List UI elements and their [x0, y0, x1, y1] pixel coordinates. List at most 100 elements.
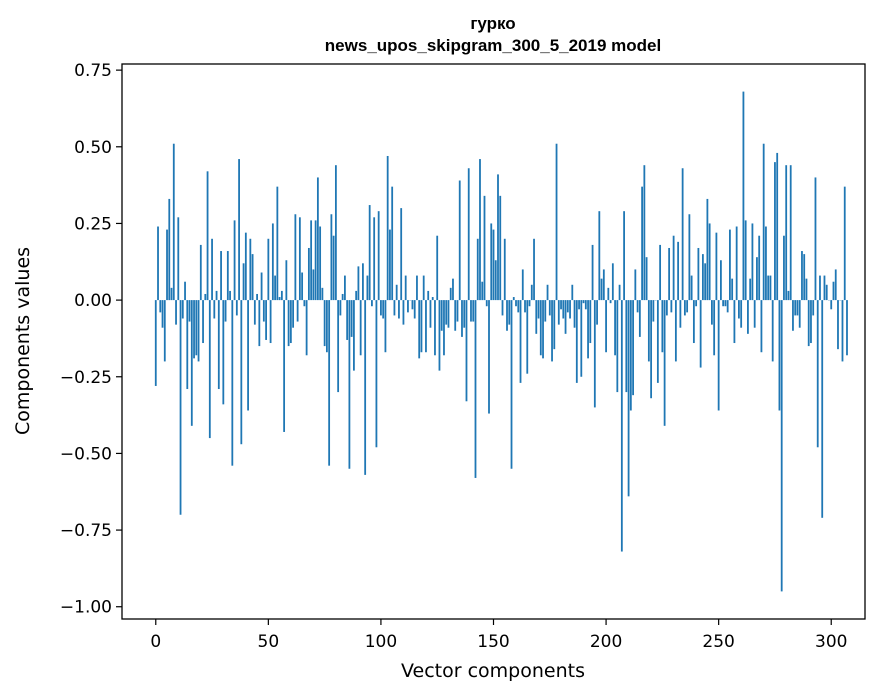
bar [663, 300, 666, 426]
bar [222, 300, 225, 405]
bar [517, 300, 520, 313]
bar [508, 300, 511, 325]
bar [735, 226, 738, 301]
bar [796, 300, 799, 316]
bar [233, 220, 236, 301]
bar [294, 214, 297, 301]
bar [837, 300, 839, 350]
bar [260, 272, 263, 301]
bar [499, 195, 502, 301]
bar [665, 300, 668, 316]
bar [756, 257, 758, 301]
bar [364, 300, 367, 475]
bar [706, 198, 709, 301]
bar [353, 300, 355, 371]
bar [332, 235, 335, 301]
bar [722, 300, 725, 307]
bar [616, 300, 619, 393]
bar [834, 269, 837, 301]
bar [377, 211, 380, 301]
bar [337, 300, 340, 393]
bar [316, 177, 319, 301]
bar [398, 300, 400, 319]
bar [463, 300, 466, 328]
bar [681, 168, 684, 301]
bar [778, 300, 781, 411]
bar [285, 260, 288, 301]
bar [638, 300, 641, 337]
bar [204, 293, 207, 301]
bar [253, 300, 256, 325]
bar [323, 300, 326, 347]
y-axis-ticks: 0.75 0.50 0.25 0.00 −0.25 −0.50 −0.75 −1.00 [60, 61, 122, 618]
bar [699, 300, 702, 368]
bar [312, 269, 315, 301]
bar [542, 300, 544, 359]
bar [168, 198, 171, 301]
y-axis-label: Components values [12, 247, 34, 435]
bar [760, 300, 763, 353]
bar [753, 300, 756, 328]
bar [744, 220, 747, 301]
bar [298, 217, 301, 301]
bar [440, 300, 443, 331]
bar [751, 223, 754, 301]
bar [562, 300, 565, 319]
bar [589, 300, 592, 344]
bar [251, 254, 254, 301]
bar [258, 300, 261, 347]
bar [575, 300, 578, 383]
bar [179, 300, 182, 515]
bar [758, 235, 761, 301]
bar [747, 300, 749, 334]
bar [325, 300, 328, 353]
bar [726, 300, 729, 313]
bar [625, 300, 628, 393]
bar [776, 152, 779, 301]
bar [348, 300, 351, 469]
bar [226, 251, 229, 301]
y-tick-label: 0.75 [74, 61, 112, 81]
bar [206, 171, 209, 301]
bar [188, 300, 191, 322]
bar [535, 300, 538, 334]
bar [429, 300, 432, 328]
bar [695, 300, 698, 307]
bar [341, 293, 344, 301]
bar [339, 300, 342, 316]
bar [560, 300, 562, 310]
bar [265, 300, 267, 340]
bar [425, 300, 427, 353]
bar [548, 300, 551, 316]
bar [384, 300, 387, 353]
bar [596, 300, 598, 325]
bar [181, 300, 184, 319]
bar [458, 180, 461, 301]
bar [807, 300, 810, 347]
bar [400, 208, 403, 301]
bar [154, 300, 157, 386]
bar [787, 290, 790, 301]
bar [618, 284, 621, 301]
bar [530, 284, 533, 301]
bar [798, 300, 801, 328]
bar [278, 297, 281, 301]
bar [193, 300, 195, 359]
bar [506, 300, 508, 331]
x-axis-ticks: 0 50 100 150 200 250 300 [150, 619, 847, 652]
bar [841, 300, 844, 362]
bar [483, 195, 486, 301]
bar [420, 300, 423, 353]
bar [368, 205, 371, 301]
x-tick-label: 150 [477, 632, 509, 652]
bar [769, 275, 772, 301]
bar [501, 300, 504, 316]
bar [287, 300, 290, 347]
bar [235, 300, 238, 316]
bar [321, 287, 324, 301]
bar [578, 300, 580, 310]
bar [445, 300, 448, 325]
bar [240, 300, 243, 445]
bar [346, 300, 349, 340]
bar [519, 300, 522, 383]
